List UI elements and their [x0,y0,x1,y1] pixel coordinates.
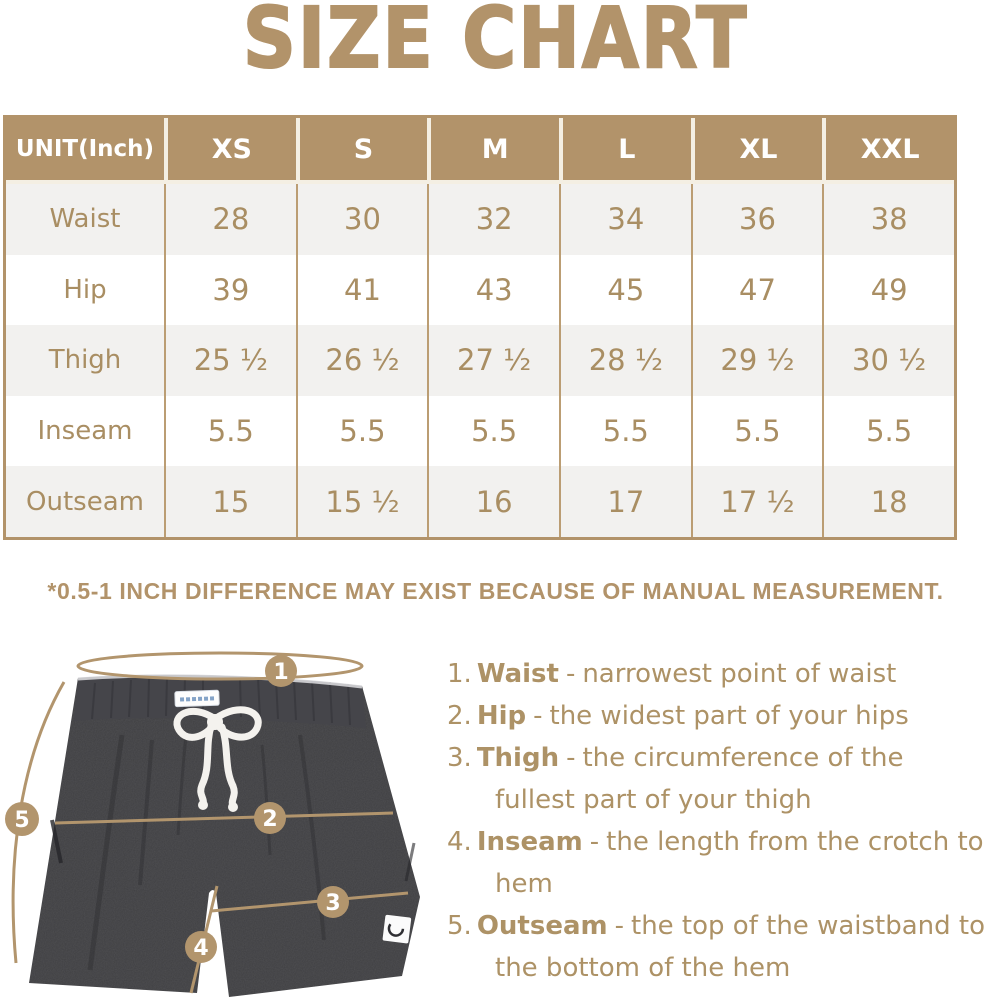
guide-item-number: 2. [447,701,472,731]
table-cell: 39 [164,254,296,326]
table-cell: 15 [164,466,296,537]
guide-item-waist: 1. Waist - narrowest point of waist [447,653,987,695]
header-l: L [559,118,691,184]
callout-circle-4 [185,931,217,963]
waistband-brand-label [174,689,220,708]
callout-number: 5 [14,808,29,833]
page-title: SIZE CHART [242,0,749,87]
table-cell: 18 [822,466,954,537]
guide-item-number: 5. [447,911,472,941]
guide-item-hip: 2. Hip - the widest part of your hips [447,695,987,737]
guide-item-outseam: 5. Outseam - the top of the waistband to th… [447,905,987,989]
guide-item-separator: - [533,701,543,731]
shorts-illustration [29,674,420,998]
guide-item-thigh: 3. Thigh - the circumference of the fullest… [447,737,987,821]
table-cell: 47 [690,254,823,326]
guide-item-number: 3. [447,743,472,773]
callout-circle-1 [265,655,297,687]
hem-tag [382,914,412,944]
guide-item-inseam: 4. Inseam - the length from the crotch to h… [447,821,987,905]
header-unit: UNIT(Inch) [6,118,164,184]
guide-item-description: the length from the crotch to hem [495,827,984,899]
guide-item-number: 1. [447,659,472,689]
guide-item-term: Outseam [476,911,608,941]
guide-item-number: 4. [447,827,472,857]
table-cell: 28 ½ [559,325,691,396]
measurement-guide-list: 1. Waist - narrowest point of waist 2. Hip - t… [447,653,987,989]
table-cell: 41 [295,254,428,326]
header-xs: XS [164,118,296,184]
table-cell: 43 [427,254,559,326]
header-xl: XL [690,118,823,184]
row-label-hip: Hip [6,254,164,326]
header-s: S [295,118,428,184]
table-cell: 36 [690,184,823,255]
table-cell: 30 [295,184,428,255]
size-chart-table: UNIT(Inch) XS S M L XL XXL Waist 28 30 3… [3,115,957,540]
table-cell: 32 [427,184,559,255]
thigh-measure-line [210,891,409,913]
measurement-annotations: 1 2 3 4 5 [5,651,409,994]
row-label-thigh: Thigh [6,325,164,396]
table-cell: 45 [559,254,691,326]
guide-item-term: Thigh [476,743,560,773]
shorts-diagram: 1 2 3 4 5 [0,635,435,1001]
table-cell: 5.5 [559,395,691,467]
header-m: M [427,118,559,184]
table-cell: 38 [822,184,954,255]
guide-item-term: Hip [476,701,527,731]
guide-item-separator: - [614,911,624,941]
drawstring [173,706,262,810]
callout-circle-2 [254,802,286,834]
table-cell: 27 ½ [427,325,559,396]
table-cell: 26 ½ [295,325,428,396]
guide-item-description: the circumference of the fullest part of… [495,743,904,815]
table-cell: 25 ½ [164,325,296,396]
table-cell: 5.5 [427,395,559,467]
table-cell: 30 ½ [822,325,954,396]
table-cell: 29 ½ [690,325,823,396]
table-cell: 17 ½ [690,466,823,537]
callout-number: 4 [193,936,208,961]
table-cell: 5.5 [822,395,954,467]
row-label-inseam: Inseam [6,395,164,467]
table-cell: 16 [427,466,559,537]
callout-number: 3 [325,891,340,916]
measurement-note: *0.5-1 INCH DIFFERENCE MAY EXIST BECAUSE… [47,578,944,604]
callout-circle-3 [317,886,349,918]
guide-item-term: Waist [476,659,559,689]
header-xxl: XXL [822,118,954,184]
callout-number: 1 [273,660,288,685]
table-cell: 5.5 [164,395,296,467]
guide-item-separator: - [566,743,576,773]
table-cell: 34 [559,184,691,255]
table-cell: 5.5 [295,395,428,467]
guide-item-term: Inseam [476,827,583,857]
row-label-outseam: Outseam [6,466,164,537]
hip-measure-line [54,811,394,825]
waist-measure-ellipse [76,651,364,681]
guide-item-separator: - [565,659,576,689]
guide-item-description: narrowest point of waist [582,659,897,689]
table-cell: 17 [559,466,691,537]
guide-item-description: the top of the waistband to the bottom o… [495,911,986,983]
table-cell: 5.5 [690,395,823,467]
row-label-waist: Waist [6,184,164,255]
callout-number: 2 [262,807,277,832]
guide-item-separator: - [589,827,600,857]
table-cell: 28 [164,184,296,255]
table-cell: 49 [822,254,954,326]
waistband-top-edge [77,674,363,689]
waistband [74,674,366,728]
guide-item-description: the widest part of your hips [549,701,909,731]
table-cell: 15 ½ [295,466,428,537]
callout-circle-5 [5,802,39,836]
